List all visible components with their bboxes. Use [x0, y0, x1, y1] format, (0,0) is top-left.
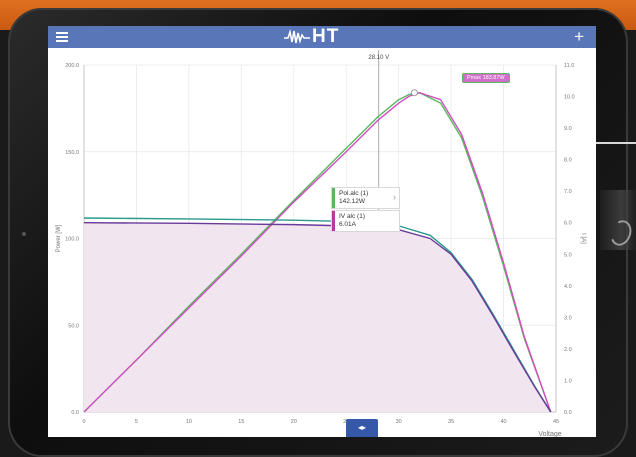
y-tick-label-right: 2.0 — [564, 347, 572, 353]
pmax-badge: Pmax 183.87W — [462, 73, 510, 83]
series-line-2 — [83, 92, 552, 413]
x-tick-label: 0 — [82, 419, 85, 425]
y-tick-label-right: 10.0 — [564, 95, 575, 101]
y-axis-label-left: Power [W] — [56, 224, 62, 252]
x-tick-label: 40 — [500, 419, 506, 425]
y-tick-label-right: 11.0 — [564, 63, 574, 69]
x-axis-label: Voltage — [538, 431, 561, 437]
panel-toggle-button[interactable]: ◂▸ — [346, 419, 378, 437]
chart-labels: Power [W] I [A] Voltage 28.10 V — [56, 55, 586, 437]
tooltip-color-bar — [332, 188, 335, 208]
power-tooltip[interactable]: Pol.alc (1) 142.12W › — [331, 187, 400, 209]
y-tick-label-right: 7.0 — [564, 189, 572, 195]
pmax-marker — [410, 89, 418, 97]
hamburger-menu-icon[interactable] — [56, 32, 68, 42]
y-axis-label-right: I [A] — [580, 233, 586, 244]
y-tick-label-left: 200.0 — [65, 63, 79, 69]
y-tick-label-right: 8.0 — [564, 158, 572, 164]
y-tick-label-right: 1.0 — [564, 378, 572, 384]
x-tick-label: 30 — [396, 419, 402, 425]
cable-line — [596, 142, 636, 144]
y-tick-label-left: 150.0 — [65, 150, 79, 156]
app-screen: HT + 0510152025303540450.050.0100.0150.0… — [48, 26, 596, 437]
y-tick-label-right: 9.0 — [564, 126, 572, 132]
series-line-3 — [83, 217, 552, 413]
chart-ticks: 0510152025303540450.050.0100.0150.0200.0… — [65, 63, 574, 425]
x-tick-label: 20 — [291, 419, 297, 425]
tooltip-color-bar — [332, 211, 335, 231]
chart-series — [83, 89, 552, 413]
add-icon[interactable]: + — [574, 27, 584, 46]
series-line-4 — [83, 222, 552, 413]
y-tick-label-right: 6.0 — [564, 221, 572, 227]
brand-logo: HT — [284, 26, 339, 48]
y-tick-label-right: 0.0 — [564, 410, 572, 416]
y-tick-label-left: 100.0 — [65, 237, 79, 243]
waveform-logo-icon — [284, 29, 310, 44]
tooltip-label: Pol.alc (1) — [339, 190, 369, 197]
tooltip-value: 142.12W — [339, 198, 366, 205]
x-tick-label: 15 — [238, 419, 244, 425]
y-tick-label-left: 0.0 — [71, 410, 79, 416]
iv-curve-chart[interactable]: 0510152025303540450.050.0100.0150.0200.0… — [48, 48, 596, 437]
chart-fill — [84, 222, 551, 412]
y-tick-label-right: 5.0 — [564, 252, 572, 258]
y-tick-label-right: 4.0 — [564, 284, 572, 290]
x-tick-label: 10 — [186, 419, 192, 425]
tooltip-label: IV alc (1) — [339, 213, 366, 220]
top-bar: HT + — [48, 26, 596, 48]
x-tick-label: 5 — [135, 419, 138, 425]
x-tick-label: 45 — [553, 419, 559, 425]
iv-area-fill — [84, 222, 551, 412]
logo-text: HT — [312, 26, 340, 47]
chevron-right-icon: › — [393, 192, 396, 202]
current-tooltip[interactable]: IV alc (1) 6.01A — [331, 210, 400, 232]
series-line-1 — [83, 92, 552, 413]
y-tick-label-right: 3.0 — [564, 315, 572, 321]
x-tick-label: 35 — [448, 419, 454, 425]
tablet-reflection — [600, 190, 636, 250]
cursor-voltage-label: 28.10 V — [368, 55, 389, 61]
tooltip-value: 6.01A — [339, 221, 356, 228]
y-tick-label-left: 50.0 — [68, 323, 79, 329]
camera-dot — [22, 232, 26, 236]
